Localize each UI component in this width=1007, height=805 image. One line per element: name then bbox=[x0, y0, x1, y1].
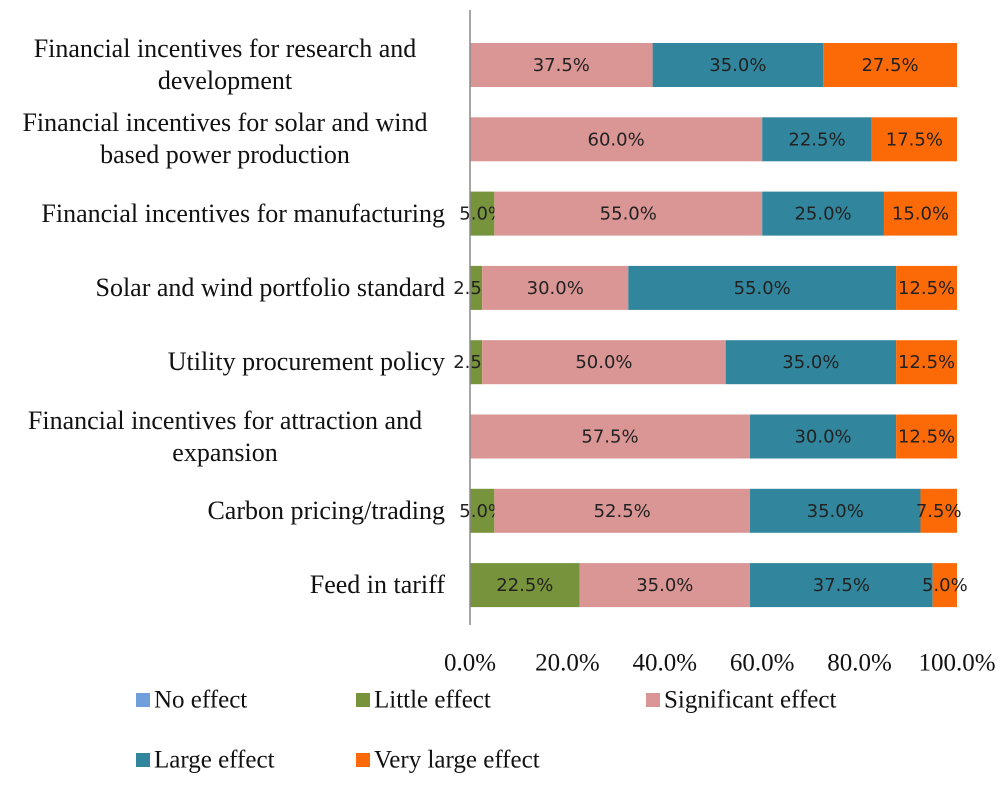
bar-segment bbox=[470, 488, 495, 533]
bar-segment bbox=[920, 488, 957, 533]
bar-segment bbox=[896, 340, 957, 385]
data-label: 50.0% bbox=[575, 352, 632, 373]
bar-segment bbox=[482, 340, 726, 385]
x-tick-label: 60.0% bbox=[730, 650, 795, 677]
x-tick-label: 40.0% bbox=[633, 650, 698, 677]
bar-segment bbox=[823, 43, 957, 87]
bar-segment bbox=[652, 43, 824, 87]
legend-label: Significant effect bbox=[664, 687, 836, 714]
x-tick-label: 0.0% bbox=[444, 650, 496, 677]
data-label: 35.0% bbox=[782, 352, 839, 373]
bar-segment bbox=[883, 191, 957, 236]
bar-segment bbox=[750, 488, 921, 533]
bar-segment bbox=[579, 563, 751, 608]
legend-label: Very large effect bbox=[374, 747, 540, 774]
data-label: 15.0% bbox=[892, 204, 949, 225]
legend-marker bbox=[136, 753, 150, 767]
data-label: 57.5% bbox=[581, 427, 638, 448]
bar-segment bbox=[932, 563, 957, 608]
bar-segment bbox=[470, 340, 483, 385]
bar-segment bbox=[470, 117, 763, 162]
data-label: 5.0% bbox=[922, 575, 968, 596]
bar-segment bbox=[762, 191, 884, 236]
bar-segment bbox=[470, 265, 483, 310]
legend-label: Little effect bbox=[374, 687, 491, 714]
data-label: 12.5% bbox=[898, 427, 955, 448]
data-label: 12.5% bbox=[898, 278, 955, 299]
x-tick-label: 20.0% bbox=[535, 650, 600, 677]
bar-segment bbox=[482, 265, 629, 310]
data-label: 30.0% bbox=[527, 278, 584, 299]
category-label: Solar and wind portfolio standard bbox=[95, 272, 446, 302]
data-label: 37.5% bbox=[813, 575, 870, 596]
category-label: Financial incentives for research and de… bbox=[33, 34, 417, 95]
bar-segment bbox=[725, 340, 897, 385]
bar-segment bbox=[896, 414, 957, 459]
bar-segment bbox=[628, 265, 897, 310]
data-label: 35.0% bbox=[636, 575, 693, 596]
data-label: 52.5% bbox=[594, 501, 651, 522]
bar-segment bbox=[871, 117, 957, 162]
legend-marker bbox=[356, 693, 370, 707]
legend-label: No effect bbox=[154, 687, 247, 714]
data-label: 12.5% bbox=[898, 352, 955, 373]
x-tick-label: 100.0% bbox=[918, 650, 995, 677]
bar-segment bbox=[470, 414, 751, 459]
legend-marker bbox=[646, 693, 660, 707]
bar-segment bbox=[750, 414, 897, 459]
data-label: 27.5% bbox=[861, 55, 918, 76]
category-label: Feed in tariff bbox=[309, 570, 445, 600]
data-label: 22.5% bbox=[496, 575, 553, 596]
legend-marker bbox=[356, 753, 370, 767]
data-label: 17.5% bbox=[886, 129, 943, 150]
bar-segment bbox=[494, 191, 763, 236]
bar-segment bbox=[470, 563, 580, 608]
data-label: 7.5% bbox=[916, 501, 962, 522]
data-label: 35.0% bbox=[709, 55, 766, 76]
category-label: Financial incentives for manufacturing bbox=[41, 198, 445, 228]
data-label: 22.5% bbox=[788, 129, 845, 150]
legend-label: Large effect bbox=[154, 747, 275, 774]
data-label: 30.0% bbox=[794, 427, 851, 448]
category-label: Financial incentives for solar and wind … bbox=[22, 108, 428, 170]
data-label: 55.0% bbox=[600, 204, 657, 225]
category-label: Utility procurement policy bbox=[167, 347, 445, 377]
category-label: Financial incentives for attraction and … bbox=[27, 405, 423, 467]
x-tick-label: 80.0% bbox=[827, 650, 892, 677]
data-label: 35.0% bbox=[807, 501, 864, 522]
legend-marker bbox=[136, 693, 150, 707]
data-label: 60.0% bbox=[588, 129, 645, 150]
category-label: Carbon pricing/trading bbox=[207, 495, 445, 525]
bar-segment bbox=[470, 191, 495, 236]
bar-segment bbox=[494, 488, 751, 533]
bar-segment bbox=[896, 265, 957, 310]
data-label: 55.0% bbox=[734, 278, 791, 299]
bar-segment bbox=[470, 43, 653, 87]
bar-segment bbox=[762, 117, 872, 162]
data-label: 37.5% bbox=[533, 55, 590, 76]
data-label: 25.0% bbox=[794, 204, 851, 225]
bar-segment bbox=[750, 563, 933, 608]
